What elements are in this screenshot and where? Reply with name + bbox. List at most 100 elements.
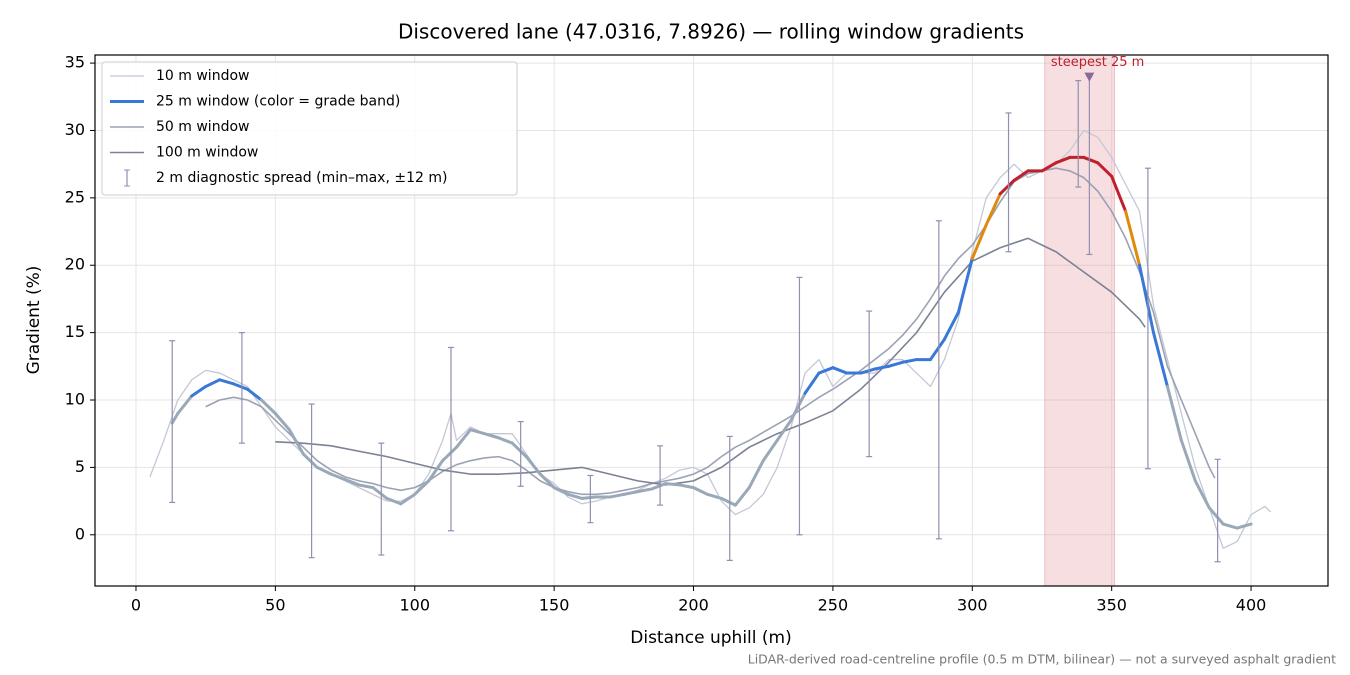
series-segment — [218, 378, 236, 386]
series-segment — [831, 366, 849, 375]
series-segment — [859, 367, 877, 375]
series-segment — [170, 411, 180, 425]
error-bar — [796, 276, 803, 536]
legend-label: 100 m window — [156, 145, 258, 161]
series-segment — [650, 482, 668, 491]
series-segment — [1193, 479, 1211, 510]
series-segment — [190, 385, 208, 398]
error-bar — [447, 346, 454, 532]
series-segment — [399, 492, 417, 506]
series-segment — [301, 452, 319, 469]
y-tick-label: 10 — [65, 390, 85, 409]
error-bar — [1075, 80, 1082, 188]
series-segment — [970, 223, 988, 261]
y-tick-label: 30 — [65, 120, 85, 139]
error-bar — [726, 435, 733, 561]
series-segment — [817, 366, 835, 375]
steepest-marker — [1084, 72, 1095, 82]
series-segment — [692, 486, 709, 496]
series-line — [205, 167, 1216, 496]
y-tick-label: 5 — [75, 457, 85, 476]
x-axis-label: Distance uphill (m) — [630, 628, 791, 648]
series-segment — [636, 487, 654, 494]
series-segment — [482, 432, 500, 440]
series-segment — [427, 459, 445, 483]
series-segment — [245, 387, 263, 402]
series-segment — [747, 459, 765, 490]
x-tick-label: 200 — [678, 596, 709, 615]
error-bar — [1005, 112, 1012, 253]
series-segment — [705, 492, 723, 500]
x-tick-label: 400 — [1236, 596, 1267, 615]
series-segment — [1054, 155, 1072, 165]
series-segment — [873, 364, 891, 371]
series-segment — [1110, 174, 1128, 213]
legend-label: 10 m window — [156, 68, 249, 84]
y-tick-label: 20 — [65, 255, 85, 274]
series-segment — [984, 192, 1002, 227]
series-segment — [441, 445, 459, 463]
series-segment — [469, 428, 486, 436]
series-segment — [761, 438, 779, 463]
series-segment — [176, 394, 194, 415]
series-segment — [538, 472, 556, 490]
series-segment — [789, 391, 807, 422]
series-segment — [887, 360, 905, 368]
series-segment — [273, 411, 291, 432]
series-segment — [329, 472, 347, 482]
series-segment — [1221, 522, 1239, 530]
plot-frame — [94, 54, 1329, 587]
x-tick-label: 0 — [131, 596, 141, 615]
legend: 10 m window 25 m window (color = grade ba… — [101, 61, 518, 196]
error-bar — [308, 403, 315, 559]
series-segment — [287, 428, 305, 456]
y-axis-label: Gradient (%) — [24, 266, 44, 375]
series-segment — [928, 337, 946, 362]
series-segment — [956, 257, 974, 314]
series-segment — [566, 492, 584, 500]
error-bar — [378, 442, 385, 556]
x-tick-label: 50 — [265, 596, 285, 615]
y-tick-label: 15 — [65, 322, 85, 341]
series-segment — [608, 492, 626, 499]
series-line — [275, 237, 1146, 486]
series-segment — [1165, 385, 1183, 442]
error-bar — [1214, 458, 1221, 563]
footnote: LiDAR-derived road-centreline profile (0… — [748, 652, 1336, 667]
x-tick-label: 300 — [957, 596, 988, 615]
series-segment — [1138, 263, 1155, 335]
x-tick-label: 100 — [399, 596, 430, 615]
series-segment — [315, 465, 333, 476]
series-segment — [1207, 506, 1225, 526]
error-bar — [517, 420, 524, 487]
series-segment — [901, 358, 919, 364]
x-tick-label: 250 — [818, 596, 849, 615]
series-segment — [496, 436, 514, 445]
legend-box — [101, 61, 518, 196]
series-segment — [622, 490, 640, 496]
series-segment — [678, 483, 696, 490]
legend-label: 25 m window (color = grade band) — [156, 94, 400, 110]
series-segment — [803, 371, 821, 395]
series-segment — [413, 479, 431, 496]
series-segment — [1151, 331, 1169, 389]
error-bar — [866, 310, 873, 458]
highlight-span — [1044, 54, 1115, 587]
error-bar — [169, 340, 176, 504]
series-segment — [580, 495, 598, 500]
legend-label: 50 m window — [156, 119, 249, 135]
series-segment — [455, 428, 473, 449]
series-segment — [552, 486, 570, 496]
series-segment — [343, 478, 361, 487]
series-segment — [998, 178, 1016, 196]
series-segment — [1235, 522, 1253, 530]
highlight-label: steepest 25 m — [1051, 55, 1144, 70]
series-segment — [510, 441, 528, 459]
series-segment — [1040, 161, 1058, 173]
series-segment — [385, 496, 403, 506]
series-segment — [1096, 161, 1114, 178]
x-tick-label: 350 — [1096, 596, 1127, 615]
series-segment — [775, 418, 793, 442]
series-segment — [232, 382, 249, 391]
series-segment — [942, 310, 960, 341]
